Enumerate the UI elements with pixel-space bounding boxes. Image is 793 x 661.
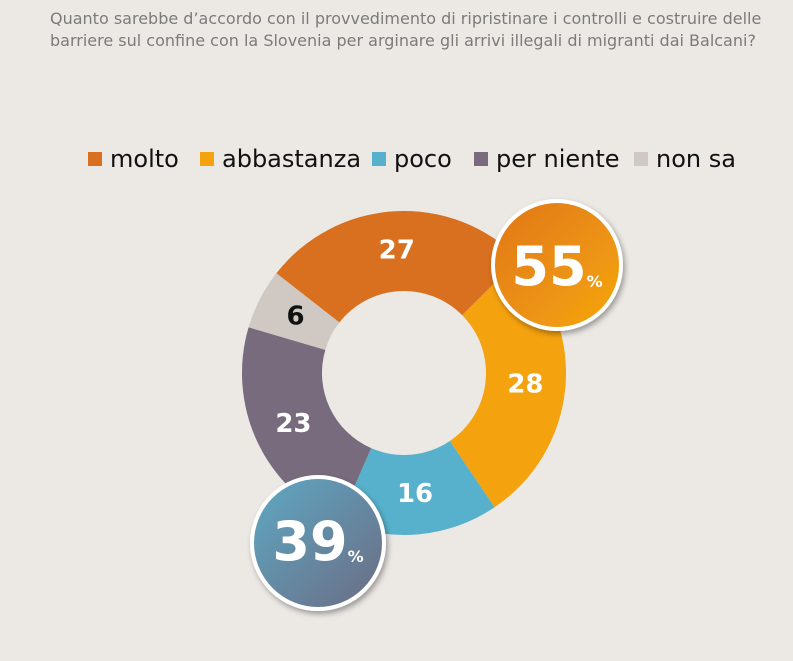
donut-segment [248,273,340,350]
badge-unit: % [587,272,603,291]
badge: 39% [250,475,386,611]
donut-segment [276,211,519,323]
badge-circle [250,475,386,611]
legend-swatch [88,152,102,166]
data-label: 27 [379,236,415,266]
badge-text: 39% [272,510,363,573]
data-label: 16 [397,479,433,509]
data-label: 23 [275,409,311,439]
legend-swatch [474,152,488,166]
badge-number: 55 [511,235,586,298]
legend-label: molto [110,145,179,173]
chart-title: Quanto sarebbe d’accordo con il provvedi… [50,9,762,50]
data-label: 28 [507,369,543,399]
badge-text: 55% [511,235,602,298]
legend-label: non sa [656,145,736,173]
legend-label: poco [394,145,452,173]
badge-unit: % [348,547,364,566]
legend-swatch [634,152,648,166]
data-label: 6 [286,302,304,332]
badge: 55% [491,199,623,331]
badge-circle [491,199,623,331]
legend-swatch [372,152,386,166]
legend-label: abbastanza [222,145,361,173]
legend-label: per niente [496,145,620,173]
legend-swatch [200,152,214,166]
badge-number: 39 [272,510,347,573]
donut-segment [242,327,372,522]
